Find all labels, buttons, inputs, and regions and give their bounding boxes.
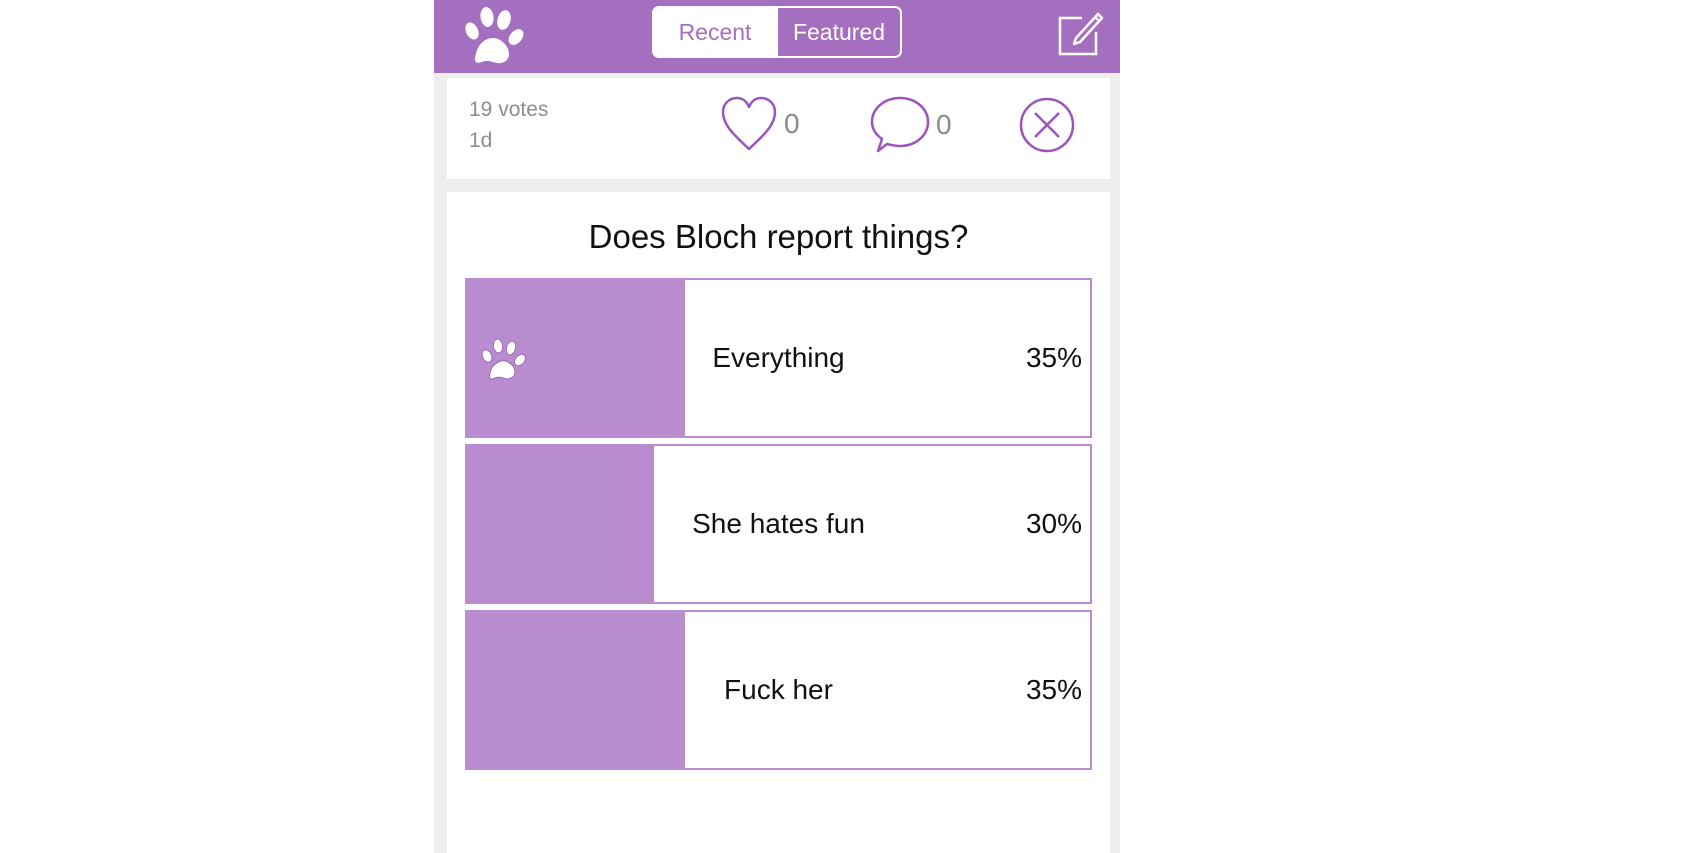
option-label: She hates fun	[692, 508, 865, 539]
result-bar	[467, 612, 686, 768]
comment-count: 0	[936, 109, 952, 140]
app-screen: Recent Featured 19 votes 1d 0 0	[434, 0, 1120, 853]
option-percent: 35%	[1025, 674, 1082, 705]
tab-featured[interactable]: Featured	[776, 8, 900, 56]
result-bar	[467, 280, 686, 436]
option-label: Fuck her	[724, 674, 833, 705]
paw-icon[interactable]	[460, 4, 526, 66]
post-age: 1d	[469, 129, 493, 152]
speech-bubble-icon	[870, 96, 930, 153]
close-circle-icon[interactable]	[1018, 96, 1076, 154]
poll-card: Does Bloch report things? Everything 35%…	[447, 192, 1110, 853]
previous-post-footer: 19 votes 1d 0 0	[447, 78, 1110, 179]
result-bar	[467, 446, 654, 602]
compose-icon[interactable]	[1056, 10, 1104, 56]
like-button[interactable]: 0	[720, 95, 800, 153]
heart-icon	[721, 96, 777, 151]
post-meta: 19 votes 1d	[469, 94, 548, 156]
option-percent: 35%	[1025, 342, 1082, 373]
tab-recent[interactable]: Recent	[654, 8, 776, 56]
like-count: 0	[784, 108, 800, 139]
poll-option[interactable]: She hates fun 30%	[465, 444, 1092, 604]
paw-icon	[481, 338, 526, 380]
option-percent: 30%	[1025, 508, 1082, 539]
top-bar: Recent Featured	[434, 0, 1120, 73]
poll-question: Does Bloch report things?	[588, 218, 969, 255]
feed-toggle: Recent Featured	[652, 6, 902, 58]
option-label: Everything	[712, 342, 845, 373]
poll-option[interactable]: Everything 35%	[465, 278, 1092, 438]
poll-option[interactable]: Fuck her 35%	[465, 610, 1092, 770]
vote-count: 19 votes	[469, 98, 549, 121]
comment-button[interactable]: 0	[870, 95, 952, 155]
